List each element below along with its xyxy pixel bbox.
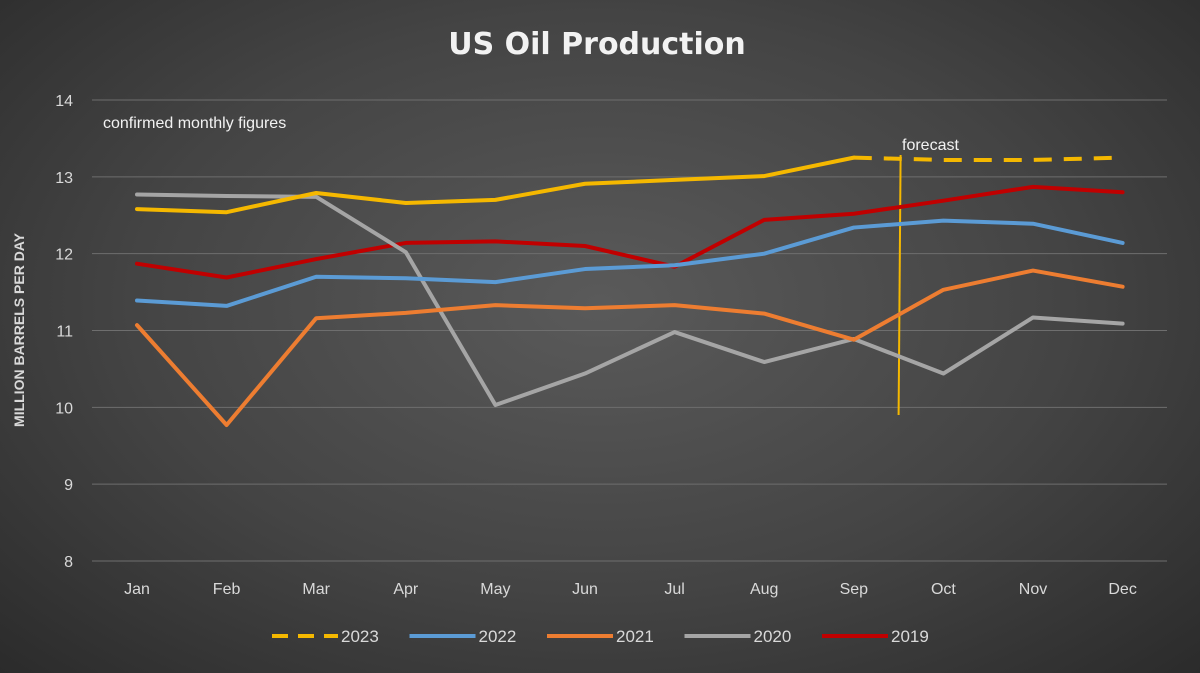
y-tick-label: 10 — [55, 400, 73, 417]
x-tick-label: Jan — [124, 581, 150, 598]
x-tick-label: Nov — [1019, 581, 1047, 598]
forecast-divider — [897, 154, 902, 416]
legend-label: 2022 — [479, 627, 517, 646]
series-line-2021 — [135, 268, 1125, 428]
x-tick-label: Jun — [572, 581, 598, 598]
x-tick-label: Dec — [1108, 581, 1136, 598]
y-tick-label: 9 — [64, 477, 73, 494]
forecast-annotation: forecast — [902, 137, 959, 154]
x-tick-label: Jul — [664, 581, 684, 598]
y-tick-label: 12 — [55, 247, 73, 264]
confirmed-annotation: confirmed monthly figures — [103, 115, 286, 132]
series-line-2023 — [135, 155, 856, 215]
series-line-2019 — [135, 184, 1125, 280]
y-tick-label: 14 — [55, 93, 73, 110]
x-tick-label: Aug — [750, 581, 778, 598]
legend-label: 2021 — [616, 627, 654, 646]
y-tick-label: 11 — [56, 324, 73, 341]
x-tick-label: May — [480, 581, 510, 598]
legend-label: 2023 — [341, 627, 379, 646]
y-tick-label: 13 — [55, 170, 73, 187]
x-tick-label: Oct — [931, 581, 956, 598]
legend-label: 2019 — [891, 627, 929, 646]
x-tick-label: Sep — [840, 581, 869, 598]
series-forecast-line-2023 — [853, 155, 1123, 162]
x-tick-label: Feb — [213, 581, 241, 598]
series-line-2022 — [135, 218, 1125, 308]
chart-title: US Oil Production — [448, 27, 746, 62]
x-tick-label: Apr — [393, 581, 419, 598]
series-line-2020 — [135, 192, 1125, 408]
legend-label: 2020 — [754, 627, 792, 646]
y-tick-label: 8 — [64, 554, 73, 571]
y-axis-label: MILLION BARRELS PER DAY — [11, 232, 27, 427]
x-tick-label: Mar — [302, 581, 330, 598]
